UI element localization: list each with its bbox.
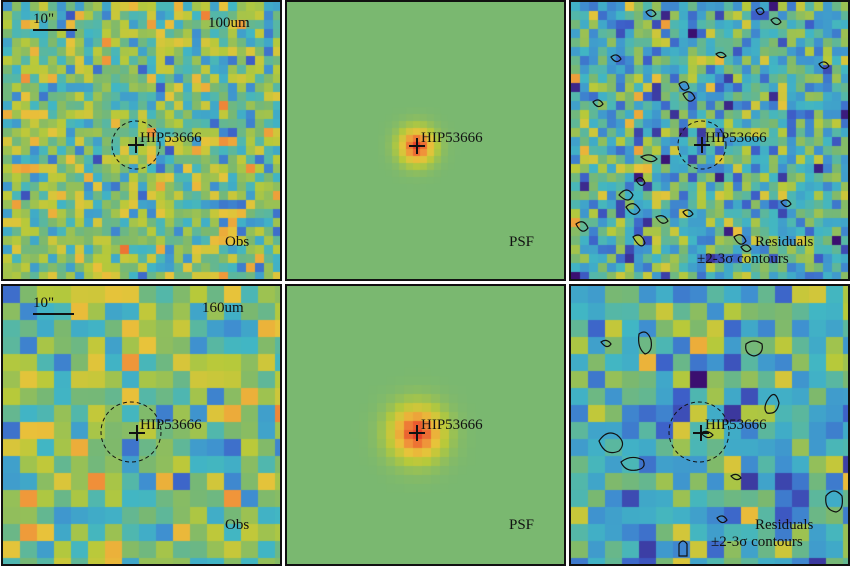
aperture-circle	[100, 401, 162, 463]
target-label: HIP53666	[421, 417, 483, 433]
image-map	[571, 286, 848, 564]
target-marker	[694, 137, 710, 153]
panel-label: Residuals	[755, 517, 814, 533]
panel-160um-residuals: HIP53666 Residuals ±2-3σ contours	[569, 284, 850, 566]
target-label: HIP53666	[140, 417, 202, 433]
panel-label: Obs	[225, 234, 250, 250]
panel-label: Residuals	[755, 234, 814, 250]
band-label: 160um	[202, 300, 244, 316]
target-marker	[409, 425, 425, 441]
overlay	[409, 425, 425, 441]
target-label: HIP53666	[140, 130, 202, 146]
aperture-circle	[111, 120, 161, 170]
aperture-circle	[668, 401, 730, 463]
target-marker	[128, 137, 144, 153]
overlay	[575, 7, 830, 253]
target-marker	[129, 425, 145, 441]
image-map	[3, 286, 280, 564]
target-label: HIP53666	[705, 130, 767, 146]
image-map	[3, 2, 280, 279]
contours	[575, 7, 830, 253]
overlay	[409, 138, 425, 154]
band-label: 100um	[208, 15, 250, 31]
image-map	[571, 2, 848, 279]
overlay	[598, 331, 843, 557]
panel-160um-psf: HIP53666 PSF	[285, 284, 566, 566]
target-label: HIP53666	[705, 417, 767, 433]
aperture-circle	[677, 120, 727, 170]
contours	[598, 331, 843, 557]
target-label: HIP53666	[421, 130, 483, 146]
target-marker	[409, 138, 425, 154]
image-map	[287, 286, 564, 564]
overlay	[33, 313, 162, 463]
panel-100um-psf: HIP53666 PSF	[285, 0, 566, 281]
image-map	[287, 2, 564, 279]
panel-label: PSF	[509, 234, 535, 250]
panel-sublabel: ±2-3σ contours	[711, 534, 803, 550]
panel-label: PSF	[509, 517, 535, 533]
scale-bar-label: 10"	[33, 11, 55, 27]
panel-160um-obs: 10" 160um HIP53666 Obs	[1, 284, 282, 566]
panel-100um-residuals: HIP53666 Residuals ±2-3σ contours	[569, 0, 850, 281]
panel-100um-obs: 10" 100um HIP53666 Obs	[1, 0, 282, 281]
scale-bar-label: 10"	[33, 295, 55, 311]
overlay	[33, 29, 161, 170]
panel-label: Obs	[225, 517, 250, 533]
panel-sublabel: ±2-3σ contours	[697, 251, 789, 267]
